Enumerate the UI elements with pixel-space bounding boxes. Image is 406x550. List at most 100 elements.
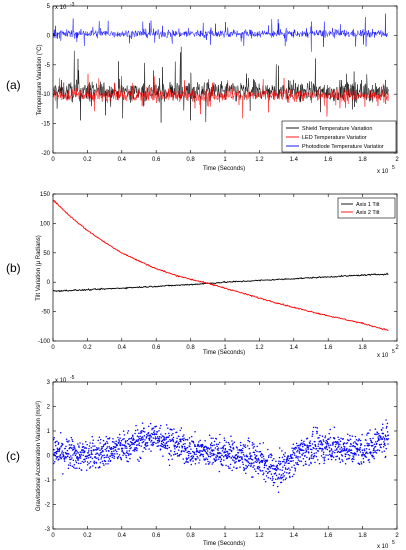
data-point bbox=[386, 439, 388, 441]
data-point bbox=[97, 466, 100, 469]
data-point bbox=[137, 438, 139, 441]
data-point bbox=[85, 447, 88, 449]
data-point bbox=[293, 452, 296, 454]
data-point bbox=[286, 458, 289, 460]
data-point bbox=[255, 461, 258, 463]
data-point bbox=[385, 427, 388, 429]
data-point bbox=[65, 457, 67, 459]
data-point bbox=[196, 455, 198, 458]
data-point bbox=[333, 451, 336, 454]
data-point bbox=[211, 454, 213, 457]
data-point bbox=[105, 456, 107, 458]
data-point bbox=[72, 459, 75, 462]
data-point bbox=[70, 455, 72, 457]
data-point bbox=[118, 440, 121, 442]
data-point bbox=[143, 427, 145, 429]
data-point bbox=[229, 463, 232, 466]
data-point bbox=[71, 457, 73, 459]
data-point bbox=[231, 449, 233, 452]
data-point bbox=[317, 445, 319, 448]
data-point bbox=[98, 453, 100, 455]
data-point bbox=[350, 443, 352, 445]
data-point bbox=[283, 475, 285, 477]
data-point bbox=[159, 427, 161, 429]
data-point bbox=[123, 437, 125, 440]
data-point bbox=[328, 447, 331, 449]
data-point bbox=[327, 458, 330, 460]
data-point bbox=[108, 437, 111, 439]
data-point bbox=[377, 436, 379, 438]
data-point bbox=[117, 442, 120, 444]
data-point bbox=[331, 452, 333, 454]
data-point bbox=[362, 452, 364, 454]
data-point bbox=[247, 461, 250, 464]
data-point bbox=[379, 435, 382, 438]
data-point bbox=[248, 447, 251, 450]
data-point bbox=[196, 450, 199, 453]
data-point bbox=[216, 455, 219, 457]
data-point bbox=[335, 443, 337, 446]
x-tick-label: 0 bbox=[51, 345, 55, 351]
data-point bbox=[125, 456, 128, 459]
data-point bbox=[320, 442, 323, 444]
data-point bbox=[208, 434, 211, 436]
data-point bbox=[357, 454, 360, 456]
data-point bbox=[53, 448, 55, 451]
series-line bbox=[53, 46, 389, 123]
data-point bbox=[227, 456, 229, 459]
data-point bbox=[101, 455, 104, 457]
data-point bbox=[169, 438, 171, 441]
data-point bbox=[294, 470, 297, 472]
data-point bbox=[372, 444, 374, 447]
data-point bbox=[126, 432, 129, 434]
data-point bbox=[167, 440, 169, 443]
data-point bbox=[251, 459, 254, 461]
data-point bbox=[387, 438, 390, 440]
data-point bbox=[157, 441, 159, 444]
data-point bbox=[68, 456, 71, 459]
data-point bbox=[172, 440, 175, 443]
data-point bbox=[297, 444, 300, 447]
data-point bbox=[120, 442, 122, 445]
data-point bbox=[148, 438, 151, 440]
data-point bbox=[214, 453, 216, 456]
data-point bbox=[76, 467, 78, 469]
data-point bbox=[216, 459, 218, 461]
data-point bbox=[180, 440, 182, 443]
data-point bbox=[235, 461, 237, 463]
data-point bbox=[217, 447, 220, 449]
data-point bbox=[313, 452, 315, 455]
x-tick-label: 0 bbox=[51, 533, 55, 539]
data-point bbox=[338, 458, 341, 460]
data-point bbox=[284, 478, 287, 481]
data-point bbox=[198, 451, 201, 454]
data-point bbox=[339, 440, 342, 443]
data-point bbox=[351, 435, 354, 437]
legend-box bbox=[281, 120, 397, 153]
data-point bbox=[348, 448, 350, 451]
panel-label-a: (a) bbox=[6, 78, 21, 92]
data-point bbox=[187, 457, 190, 459]
data-point bbox=[127, 452, 129, 455]
data-point bbox=[335, 455, 337, 458]
data-point bbox=[245, 464, 247, 467]
data-point bbox=[348, 454, 351, 457]
data-point bbox=[125, 440, 127, 443]
data-point bbox=[82, 449, 85, 451]
data-point bbox=[67, 464, 70, 466]
data-point bbox=[209, 443, 212, 446]
data-point bbox=[210, 437, 212, 439]
data-point bbox=[261, 456, 263, 459]
data-point bbox=[348, 457, 351, 459]
data-point bbox=[70, 436, 73, 439]
data-point bbox=[350, 449, 353, 451]
data-point bbox=[124, 453, 126, 455]
data-point bbox=[363, 454, 366, 456]
data-point bbox=[73, 451, 76, 454]
data-point bbox=[100, 458, 102, 460]
data-point bbox=[384, 434, 387, 436]
data-point bbox=[191, 450, 194, 453]
data-point bbox=[311, 435, 313, 437]
data-point bbox=[133, 450, 136, 452]
data-point bbox=[313, 456, 315, 458]
